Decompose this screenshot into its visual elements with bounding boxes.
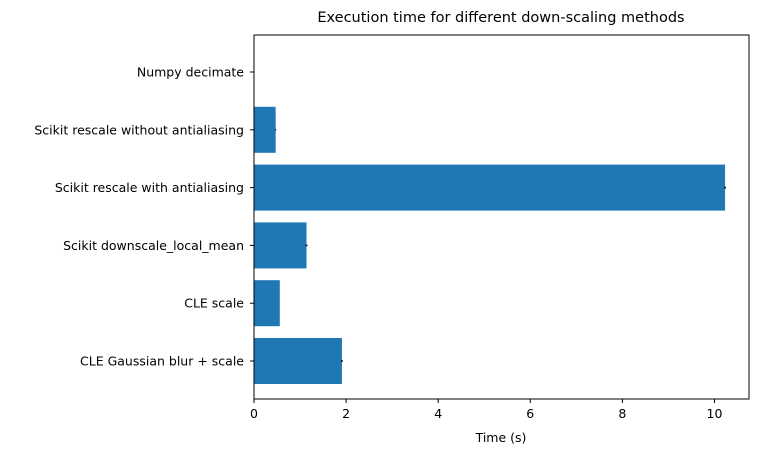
x-tick-label: 8 [618,406,626,421]
y-tick-label: Scikit downscale_local_mean [63,238,244,253]
y-ticks-layer: Numpy decimate Scikit rescale without ant… [34,65,254,369]
plot-frame [253,34,750,400]
bar [254,222,307,269]
x-tick-label: 6 [526,406,534,421]
axes-layer [253,34,750,400]
y-tick-label: CLE Gaussian blur + scale [80,354,244,369]
x-tick-label: 2 [342,406,350,421]
bar [254,106,276,153]
x-axis-label: Time (s) [475,430,527,445]
y-tick-label: Scikit rescale without antialiasing [34,122,244,137]
x-tick-label: 4 [434,406,442,421]
bars-layer [254,106,726,384]
x-tick-label: 10 [707,406,723,421]
y-tick-label: CLE scale [184,296,244,311]
bar [254,338,342,384]
chart-title: Execution time for different down-scalin… [317,10,684,26]
bar [254,280,280,327]
error-bars-layer [275,129,726,362]
x-ticks-layer: 0 2 4 6 8 10 [250,399,722,421]
x-tick-label: 0 [250,406,258,421]
y-tick-label: Scikit rescale with antialiasing [55,180,244,195]
y-tick-label: Numpy decimate [137,65,244,80]
bar [254,164,726,211]
